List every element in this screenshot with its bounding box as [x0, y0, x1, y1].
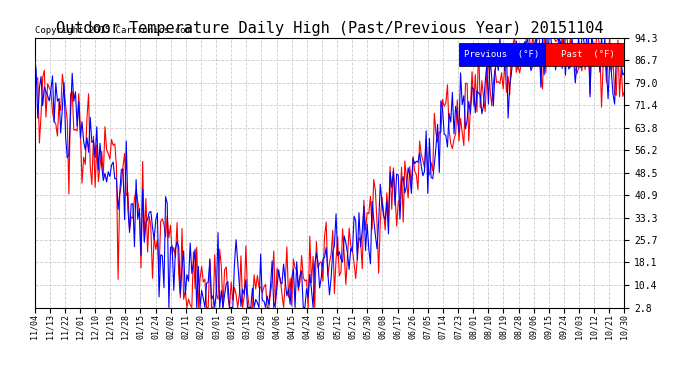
- FancyBboxPatch shape: [545, 43, 631, 66]
- Text: Copyright 2015 Cartronics.com: Copyright 2015 Cartronics.com: [35, 26, 191, 35]
- Text: Previous  (°F): Previous (°F): [464, 50, 540, 59]
- Text: Past  (°F): Past (°F): [561, 50, 615, 59]
- Title: Outdoor Temperature Daily High (Past/Previous Year) 20151104: Outdoor Temperature Daily High (Past/Pre…: [56, 21, 603, 36]
- FancyBboxPatch shape: [460, 43, 545, 66]
